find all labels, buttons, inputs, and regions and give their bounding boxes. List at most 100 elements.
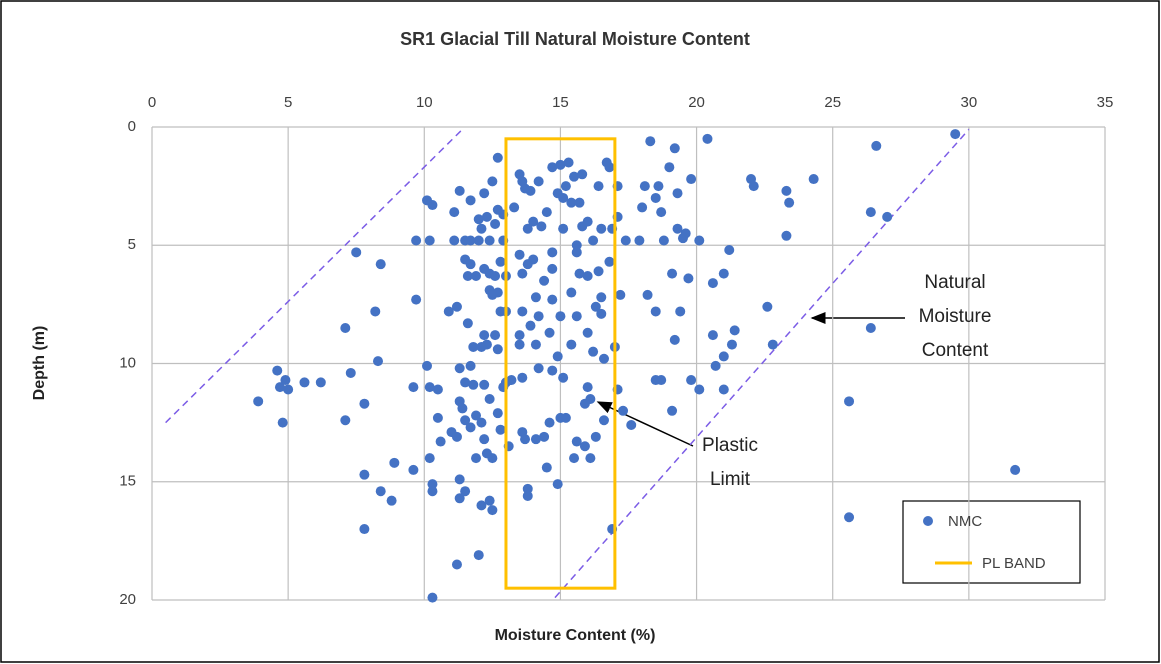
point [517, 372, 528, 383]
point [359, 469, 370, 480]
point [424, 235, 435, 246]
point [675, 306, 686, 317]
point [484, 495, 495, 506]
point [579, 398, 590, 409]
x-tick-label: 30 [961, 94, 978, 111]
point [443, 306, 454, 317]
point [476, 417, 487, 428]
point [547, 263, 558, 274]
point [473, 235, 484, 246]
point [541, 207, 552, 218]
boundary-line [165, 128, 463, 424]
point [718, 268, 729, 279]
point [427, 486, 438, 497]
legend-label: NMC [948, 513, 982, 530]
point [539, 275, 550, 286]
point [283, 384, 294, 395]
point [471, 453, 482, 464]
point [465, 235, 476, 246]
point [517, 268, 528, 279]
point [664, 162, 675, 173]
point [490, 330, 501, 341]
point [520, 434, 531, 445]
point [411, 235, 422, 246]
point [686, 174, 697, 185]
point [656, 375, 667, 386]
point [468, 341, 479, 352]
point [615, 289, 626, 300]
point [359, 524, 370, 535]
point [487, 505, 498, 516]
point [340, 323, 351, 334]
point [569, 171, 580, 182]
point [449, 207, 460, 218]
point [718, 384, 729, 395]
y-tick-label: 20 [119, 591, 136, 608]
point [454, 493, 465, 504]
point [555, 159, 566, 170]
point [536, 221, 547, 232]
point [375, 259, 386, 270]
point [596, 292, 607, 303]
x-tick-label: 10 [416, 94, 433, 111]
point [844, 512, 855, 523]
point [808, 174, 819, 185]
x-axis-label: Moisture Content (%) [495, 627, 656, 644]
point [748, 181, 759, 192]
point [465, 422, 476, 433]
chart-title: SR1 Glacial Till Natural Moisture Conten… [400, 29, 750, 49]
point [525, 185, 536, 196]
point [370, 306, 381, 317]
point [492, 344, 503, 355]
point [618, 405, 629, 416]
point [432, 384, 443, 395]
point [558, 192, 569, 203]
point [539, 431, 550, 442]
point [582, 382, 593, 393]
point [566, 197, 577, 208]
point [871, 140, 882, 151]
point [598, 353, 609, 364]
point [277, 417, 288, 428]
point [672, 188, 683, 199]
point [299, 377, 310, 388]
point [1010, 464, 1021, 475]
point [487, 176, 498, 187]
point [571, 247, 582, 258]
point [667, 405, 678, 416]
point [626, 419, 637, 430]
point [590, 301, 601, 312]
point [582, 216, 593, 227]
point [577, 169, 588, 180]
point [522, 259, 533, 270]
point [950, 129, 961, 140]
point [596, 223, 607, 234]
point [389, 457, 400, 468]
point [462, 270, 473, 281]
legend-marker [923, 516, 933, 526]
point [514, 249, 525, 260]
x-tick-label: 15 [552, 94, 569, 111]
point [372, 356, 383, 367]
point [598, 415, 609, 426]
point [460, 415, 471, 426]
point [451, 559, 462, 570]
point [422, 195, 433, 206]
point [462, 318, 473, 329]
point [495, 424, 506, 435]
point [449, 235, 460, 246]
point [522, 483, 533, 494]
point [408, 464, 419, 475]
point [435, 436, 446, 447]
annotation: Moisture [919, 306, 992, 327]
point [422, 360, 433, 371]
point [547, 247, 558, 258]
point [686, 375, 697, 386]
point [653, 181, 664, 192]
point [530, 339, 541, 350]
point [460, 486, 471, 497]
point [514, 330, 525, 341]
y-axis-label: Depth (m) [31, 326, 48, 401]
x-tick-label: 5 [284, 94, 292, 111]
